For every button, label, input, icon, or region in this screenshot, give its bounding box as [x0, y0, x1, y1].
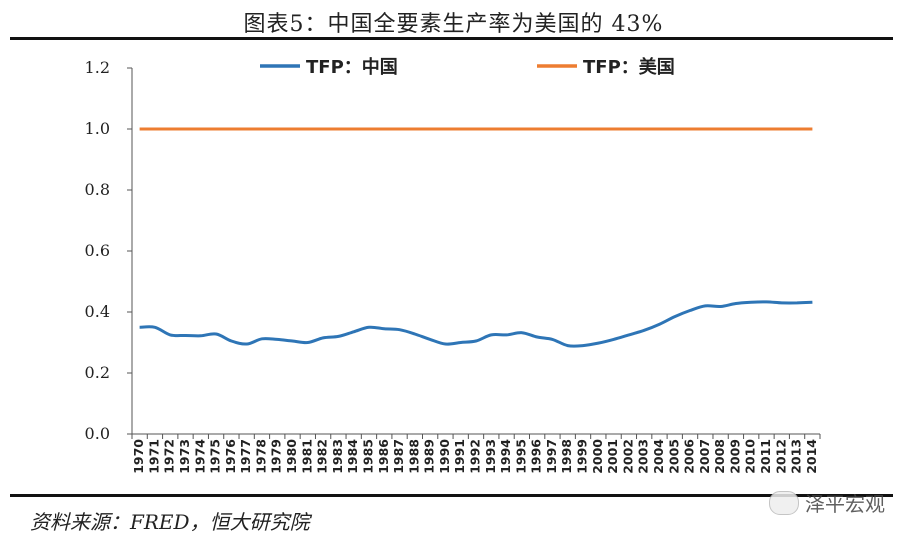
- legend: TFP：中国 TFP：美国: [260, 56, 675, 78]
- chart-axes: [131, 68, 820, 435]
- legend-label-0: TFP：中国: [306, 56, 398, 78]
- x-tick-label: 2014: [804, 439, 819, 474]
- x-tick-label: 2012: [773, 439, 788, 474]
- x-tick-label: 1997: [544, 439, 559, 474]
- x-tick-label: 2006: [682, 439, 697, 474]
- x-tick-label: 1976: [223, 439, 238, 474]
- x-tick-label: 1977: [238, 439, 253, 474]
- x-axis-ticks: 1970 1971 1972 1973 1974 1975 1976 1977 1978 1979…: [131, 434, 821, 474]
- x-tick-label: 2008: [712, 439, 727, 474]
- x-tick-label: 1994: [498, 439, 513, 474]
- x-tick-label: 1985: [360, 439, 375, 474]
- x-tick-label: 1989: [422, 439, 437, 474]
- series-line-0: [139, 300, 813, 348]
- chart-title: 图表5：中国全要素生产率为美国的 43%: [243, 12, 664, 37]
- y-tick-label: 0.8: [85, 180, 110, 199]
- x-tick-label: 2009: [727, 439, 742, 474]
- x-tick-label: 2010: [743, 439, 758, 474]
- source-note: 资料来源：FRED，恒大研究院: [30, 510, 310, 534]
- x-tick-label: 1986: [376, 439, 391, 474]
- x-tick-label: 1983: [330, 439, 345, 474]
- top-rule: [10, 37, 893, 40]
- x-tick-label: 2000: [590, 439, 605, 474]
- watermark-text: 泽平宏观: [805, 492, 885, 516]
- x-tick-label: 2007: [697, 439, 712, 474]
- line-chart: 0.00.20.40.60.81.01.2 1970 1971 1972 1973 19…: [85, 56, 821, 474]
- x-tick-label: 1971: [146, 439, 161, 474]
- y-tick-label: 0.0: [85, 424, 110, 443]
- x-tick-label: 1992: [468, 439, 483, 474]
- y-tick-label: 1.2: [85, 58, 110, 77]
- x-tick-label: 1991: [452, 439, 467, 474]
- x-tick-label: 1990: [437, 439, 452, 474]
- x-tick-label: 2002: [620, 439, 635, 474]
- x-tick-label: 1998: [559, 439, 574, 474]
- x-tick-label: 1973: [177, 439, 192, 474]
- x-tick-label: 1996: [529, 439, 544, 474]
- x-tick-label: 1980: [284, 439, 299, 474]
- y-tick-label: 0.6: [85, 241, 110, 260]
- x-tick-label: 2004: [651, 439, 666, 474]
- x-tick-label: 1982: [315, 439, 330, 474]
- series-lines: [139, 127, 813, 348]
- y-tick-label: 0.2: [85, 363, 110, 382]
- x-tick-label: 1999: [575, 439, 590, 474]
- x-tick-label: 1987: [391, 439, 406, 474]
- x-tick-label: 1970: [131, 439, 146, 474]
- x-tick-label: 1975: [208, 439, 223, 474]
- x-tick-label: 2001: [605, 439, 620, 474]
- y-tick-label: 1.0: [85, 119, 110, 138]
- x-tick-label: 2011: [758, 439, 773, 474]
- x-tick-label: 2005: [666, 439, 681, 474]
- x-tick-label: 1995: [513, 439, 528, 474]
- x-tick-label: 2013: [789, 439, 804, 474]
- legend-label-1: TFP：美国: [583, 56, 675, 78]
- x-tick-label: 1978: [253, 439, 268, 474]
- x-tick-label: 1981: [299, 439, 314, 474]
- bottom-rule: [10, 494, 893, 497]
- x-tick-label: 1974: [192, 439, 207, 474]
- x-tick-label: 1972: [162, 439, 177, 474]
- wechat-icon: [769, 490, 799, 515]
- x-tick-label: 1988: [406, 439, 421, 474]
- x-tick-label: 1984: [345, 439, 360, 474]
- x-tick-label: 1993: [483, 439, 498, 474]
- y-tick-label: 0.4: [85, 302, 110, 321]
- x-tick-label: 1979: [269, 439, 284, 474]
- x-tick-label: 2003: [636, 439, 651, 474]
- watermark: 泽平宏观: [769, 488, 885, 517]
- y-axis-ticks: 0.0 0.2 0.4 0.6 0.8 1.0 1.2: [85, 58, 132, 443]
